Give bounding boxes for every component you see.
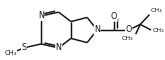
Text: N: N: [94, 26, 100, 34]
Text: N: N: [38, 12, 44, 21]
Text: CH₃: CH₃: [153, 27, 164, 33]
Text: S: S: [21, 43, 27, 52]
Text: O: O: [126, 26, 132, 34]
Text: O: O: [111, 12, 117, 21]
Text: CH₃: CH₃: [122, 36, 133, 41]
Text: N: N: [56, 43, 62, 52]
Text: CH₃: CH₃: [5, 50, 17, 56]
Text: CH₃: CH₃: [150, 8, 162, 13]
